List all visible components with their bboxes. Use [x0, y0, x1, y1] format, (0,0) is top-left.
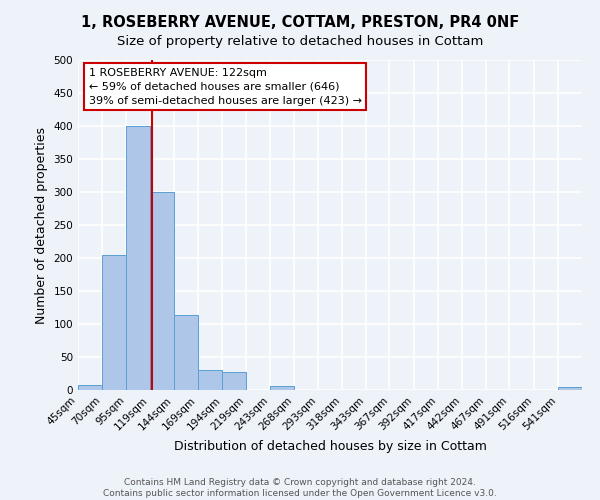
- Bar: [558, 386, 582, 390]
- X-axis label: Distribution of detached houses by size in Cottam: Distribution of detached houses by size …: [173, 440, 487, 453]
- Bar: [78, 384, 102, 390]
- Y-axis label: Number of detached properties: Number of detached properties: [35, 126, 48, 324]
- Bar: [174, 316, 198, 390]
- Bar: [149, 192, 174, 390]
- Bar: [127, 126, 149, 390]
- Text: Size of property relative to detached houses in Cottam: Size of property relative to detached ho…: [117, 35, 483, 48]
- Bar: [269, 386, 294, 390]
- Bar: [102, 254, 127, 390]
- Text: 1 ROSEBERRY AVENUE: 122sqm
← 59% of detached houses are smaller (646)
39% of sem: 1 ROSEBERRY AVENUE: 122sqm ← 59% of deta…: [89, 68, 362, 106]
- Bar: [222, 372, 247, 390]
- Text: Contains HM Land Registry data © Crown copyright and database right 2024.
Contai: Contains HM Land Registry data © Crown c…: [103, 478, 497, 498]
- Text: 1, ROSEBERRY AVENUE, COTTAM, PRESTON, PR4 0NF: 1, ROSEBERRY AVENUE, COTTAM, PRESTON, PR…: [81, 15, 519, 30]
- Bar: [198, 370, 222, 390]
